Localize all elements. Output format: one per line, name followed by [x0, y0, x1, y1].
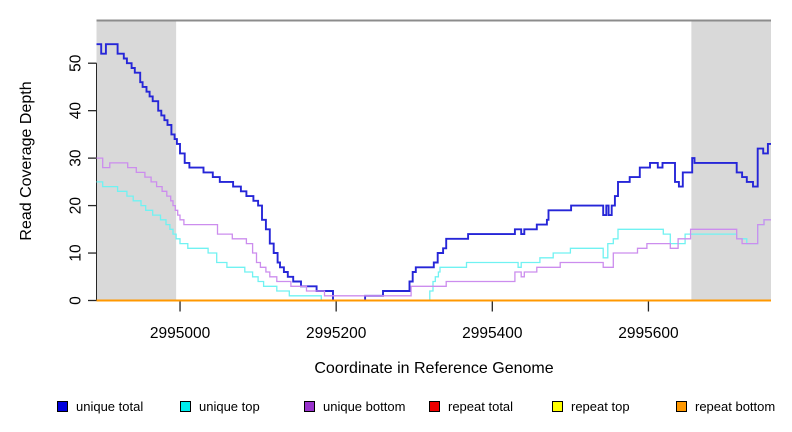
legend-item-repeat-total: repeat total [429, 398, 513, 414]
legend-label: repeat total [448, 398, 514, 414]
legend-label: unique top [199, 398, 260, 414]
unique-top-swatch-icon [180, 400, 191, 412]
series-unique-total [96, 43, 771, 302]
repeat-total-swatch-icon [429, 400, 440, 412]
repeat-region-shade [96, 20, 177, 301]
x-axis-title: Coordinate in Reference Genome [314, 360, 554, 377]
legend-label: repeat top [571, 398, 630, 414]
y-tick-label: 0 [68, 296, 85, 305]
repeat-top-swatch-icon [552, 400, 563, 412]
legend-label: unique bottom [323, 398, 406, 414]
legend-label: repeat bottom [695, 398, 776, 414]
unique-bottom-swatch-icon [304, 400, 315, 412]
legend-item-unique-top: unique top [180, 398, 260, 414]
y-axis-title: Read Coverage Depth [18, 81, 35, 241]
legend-item-repeat-top: repeat top [552, 398, 630, 414]
y-tick-label: 30 [68, 149, 85, 167]
x-tick-label: 2995400 [462, 325, 523, 342]
repeat-bottom-swatch-icon [676, 400, 687, 412]
legend-item-unique-total: unique total [57, 398, 143, 414]
x-tick-label: 2995000 [150, 325, 211, 342]
x-tick-label: 2995600 [618, 325, 679, 342]
legend-item-repeat-bottom: repeat bottom [676, 398, 775, 414]
y-tick-label: 50 [68, 54, 85, 72]
y-tick-label: 40 [68, 102, 85, 120]
y-tick-label: 20 [68, 197, 85, 215]
repeat-region-shade [691, 20, 771, 301]
series-unique-top [96, 181, 771, 302]
unique-total-swatch-icon [57, 400, 68, 412]
y-tick-label: 10 [68, 244, 85, 262]
legend-label: unique total [76, 398, 144, 414]
x-tick-label: 2995200 [306, 325, 367, 342]
legend: unique total unique top unique bottom re… [0, 398, 792, 418]
series-unique-bottom [96, 157, 771, 297]
legend-item-unique-bottom: unique bottom [304, 398, 405, 414]
